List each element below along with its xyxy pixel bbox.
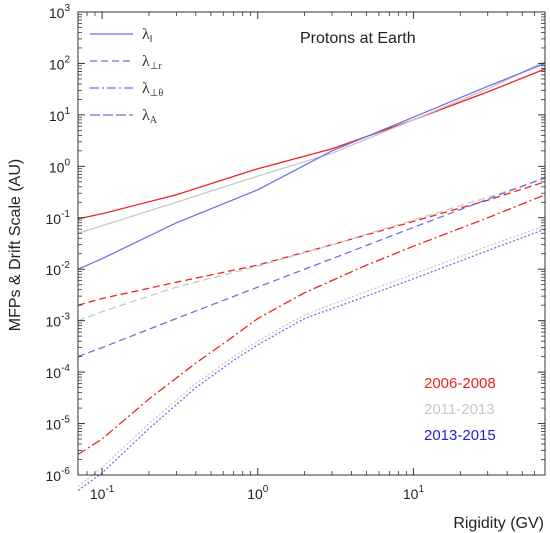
legend-label: λ⊥r — [142, 53, 162, 72]
plot-frame — [77, 11, 546, 476]
legend: λ‖ λ⊥r λ⊥θ λA — [90, 26, 163, 126]
period-label: 2013-2015 — [424, 427, 496, 444]
y-tick-label: 10-6 — [46, 466, 71, 484]
y-tick-label: 103 — [49, 3, 71, 21]
y-axis-title: MFPs & Drift Scale (AU) — [7, 159, 24, 331]
y-tick-label: 10-4 — [46, 363, 71, 381]
x-tick-label: 100 — [247, 484, 269, 502]
series-line — [77, 68, 546, 220]
period-label: 2006-2008 — [424, 375, 496, 392]
period-labels: 2006-2008 2011-2013 2013-2015 — [424, 375, 496, 444]
y-tick-label: 10-1 — [46, 209, 71, 227]
chart-annotation: Protons at Earth — [300, 30, 416, 47]
legend-label: λ‖ — [142, 26, 153, 45]
y-tick-label: 10-2 — [46, 260, 71, 278]
x-tick-label: 10-1 — [90, 484, 115, 502]
series-line — [77, 181, 546, 306]
period-label: 2011-2013 — [424, 401, 495, 418]
series-line — [77, 225, 546, 487]
series-line — [77, 177, 546, 358]
x-axis-title: Rigidity (GV) — [453, 515, 544, 532]
series-line — [77, 177, 546, 322]
y-tick-label: 100 — [49, 157, 71, 175]
y-tick-label: 10-5 — [46, 415, 71, 433]
series-line — [77, 228, 546, 492]
legend-label: λ⊥θ — [142, 80, 163, 99]
series-line — [77, 62, 546, 270]
legend-label: λA — [142, 107, 158, 126]
y-tick-label: 101 — [49, 106, 71, 124]
y-tick-label: 102 — [49, 54, 71, 72]
axes: 10-6 10-5 10-4 10-3 10-2 10-1 100 101 102 103 10-1… — [46, 3, 546, 502]
series-line — [77, 194, 546, 456]
x-tick-label: 101 — [403, 484, 425, 502]
series-line — [77, 60, 546, 234]
y-tick-label: 10-3 — [46, 312, 71, 330]
series-group — [77, 60, 546, 492]
